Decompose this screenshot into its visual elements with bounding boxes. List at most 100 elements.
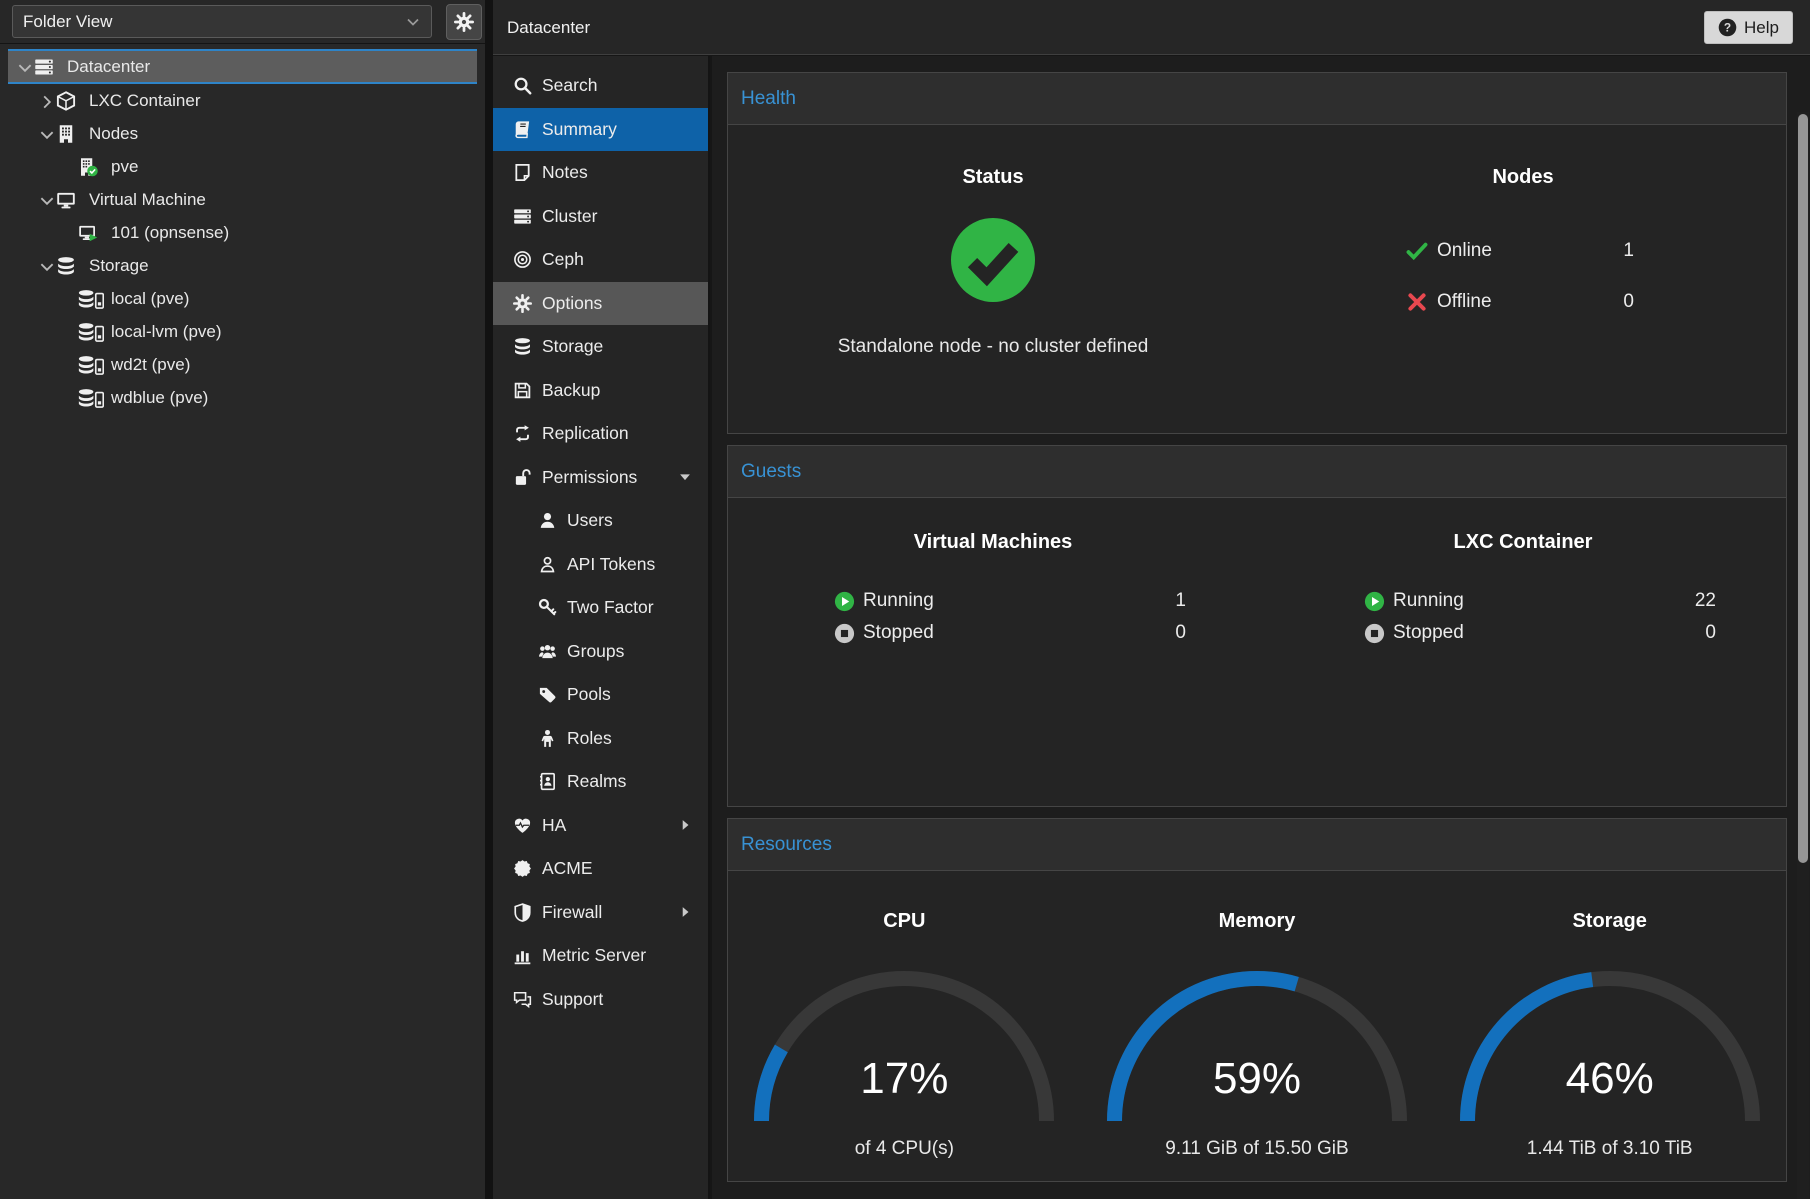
- status-message: Standalone node - no cluster defined: [837, 336, 1149, 357]
- tree-expander-down[interactable]: [38, 192, 56, 208]
- node-status-value: 1: [1623, 240, 1634, 261]
- menu-item-permissions[interactable]: Permissions: [493, 456, 708, 500]
- menu-item-ha[interactable]: HA: [493, 804, 708, 848]
- tree-item-label: wdblue (pve): [111, 387, 209, 407]
- chart-bar-icon: [513, 946, 533, 965]
- storage-disk-icon: [78, 388, 105, 408]
- monitor-icon: [56, 190, 76, 210]
- chevron-down-icon: [405, 14, 421, 30]
- tree-expander-down[interactable]: [38, 126, 56, 142]
- tree-item-wd2t-pve[interactable]: wd2t (pve): [8, 348, 477, 381]
- menu-item-notes[interactable]: Notes: [493, 151, 708, 195]
- tree-settings-button[interactable]: [446, 4, 482, 40]
- view-mode-select[interactable]: Folder View: [12, 5, 432, 38]
- node-status-row-offline: Offline 0: [1406, 285, 1634, 319]
- tree-item-101-opnsense[interactable]: 101 (opnsense): [8, 216, 477, 249]
- stopped-icon: [834, 623, 855, 644]
- expander-spacer: [60, 324, 78, 340]
- tree-item-virtual-machine[interactable]: Virtual Machine: [8, 183, 477, 216]
- nodes-status-column: Nodes Online 1 Offline 0: [1258, 126, 1788, 336]
- menu-item-label: Users: [567, 510, 613, 531]
- chevron-down-icon: [38, 258, 56, 276]
- menu-item-options[interactable]: Options: [493, 281, 708, 325]
- guest-column-lxc-container: LXC Container Running 22 Stopped 0: [1258, 499, 1788, 649]
- tree-item-local-pve[interactable]: local (pve): [8, 282, 477, 315]
- chevron-down-icon: [38, 126, 56, 144]
- server-stack-icon: [34, 57, 54, 77]
- guest-rows: Running 1 Stopped 0: [834, 585, 1186, 649]
- status-heading: Status: [962, 166, 1024, 188]
- menu-item-storage[interactable]: Storage: [493, 325, 708, 369]
- menu-item-groups[interactable]: Groups: [493, 630, 708, 674]
- menu-item-support[interactable]: Support: [493, 978, 708, 1022]
- tree-item-label: Storage: [89, 255, 149, 275]
- menu-item-realms[interactable]: Realms: [493, 760, 708, 804]
- menu-item-two-factor[interactable]: Two Factor: [493, 586, 708, 630]
- user-outline-icon: [538, 555, 558, 574]
- tree-item-label: local-lvm (pve): [111, 321, 222, 341]
- tree-expander-down[interactable]: [38, 258, 56, 274]
- summary-content: Health Status Standalone node - no clust…: [712, 56, 1810, 1199]
- tree-expander-down[interactable]: [16, 59, 34, 75]
- tree-item-wdblue-pve[interactable]: wdblue (pve): [8, 381, 477, 414]
- menu-item-firewall[interactable]: Firewall: [493, 891, 708, 935]
- menu-item-label: Search: [542, 75, 598, 96]
- gauge-percent-value: 59%: [1212, 1054, 1302, 1103]
- tree-expander-right[interactable]: [38, 93, 56, 109]
- triangle-right-icon: [678, 905, 692, 919]
- menu-item-summary[interactable]: Summary: [493, 107, 708, 151]
- cube-icon: [56, 90, 76, 111]
- menu-item-search[interactable]: Search: [493, 64, 708, 108]
- tree-item-local-lvm-pve[interactable]: local-lvm (pve): [8, 315, 477, 348]
- guest-status-label: Stopped: [1393, 622, 1464, 643]
- menu-item-metric-server[interactable]: Metric Server: [493, 934, 708, 978]
- tree-item-nodes[interactable]: Nodes: [8, 117, 477, 150]
- menu-item-backup[interactable]: Backup: [493, 369, 708, 413]
- tag-icon: [538, 685, 558, 704]
- expander-spacer: [60, 159, 78, 175]
- menu-item-acme[interactable]: ACME: [493, 847, 708, 891]
- help-button[interactable]: ? Help: [1704, 11, 1793, 44]
- gauge-column-memory: Memory 59% 9.11 GiB of 15.50 GiB: [1081, 872, 1434, 1162]
- menu-item-replication[interactable]: Replication: [493, 412, 708, 456]
- tree-item-datacenter[interactable]: Datacenter: [8, 49, 477, 84]
- menu-item-users[interactable]: Users: [493, 499, 708, 543]
- gauge-percent-value: 46%: [1565, 1054, 1654, 1103]
- tree-item-pve[interactable]: pve: [8, 150, 477, 183]
- menu-item-label: Storage: [542, 336, 604, 357]
- chevron-down-icon: [38, 192, 56, 210]
- tree-item-lxc-container[interactable]: LXC Container: [8, 84, 477, 117]
- stopped-icon: [1364, 623, 1385, 644]
- floppy-icon: [513, 381, 533, 400]
- storage-usage-gauge: 46%: [1459, 964, 1760, 1130]
- menu-item-ceph[interactable]: Ceph: [493, 238, 708, 282]
- resources-panel: Resources CPU 17% of 4 CPU(s) Memory 59% 9.11…: [727, 818, 1787, 1182]
- menu-item-label: Firewall: [542, 901, 603, 922]
- guest-status-value: 0: [1705, 622, 1716, 643]
- tree-item-storage[interactable]: Storage: [8, 249, 477, 282]
- resource-tree: Datacenter LXC Container Nodes pve Virtual M…: [0, 44, 485, 414]
- question-circle-icon: ?: [1718, 18, 1737, 37]
- menu-item-cluster[interactable]: Cluster: [493, 195, 708, 239]
- guests-panel-title: Guests: [741, 460, 802, 482]
- tree-toolbar: Folder View: [0, 0, 485, 44]
- vertical-scrollbar[interactable]: [1797, 112, 1809, 1199]
- nodes-rows: Online 1 Offline 0: [1406, 234, 1634, 319]
- tree-item-label: wd2t (pve): [111, 354, 191, 374]
- check-icon: [1406, 240, 1428, 262]
- view-mode-value: Folder View: [23, 11, 113, 31]
- guest-status-value: 22: [1694, 590, 1716, 611]
- guest-status-row-stopped: Stopped 0: [834, 617, 1186, 649]
- page-title: Datacenter: [507, 17, 591, 37]
- replication-icon: [513, 424, 533, 443]
- expander-spacer: [60, 291, 78, 307]
- gear-icon: [454, 12, 474, 32]
- health-panel-header: Health: [728, 73, 1786, 125]
- scrollbar-thumb[interactable]: [1798, 114, 1808, 863]
- menu-item-roles[interactable]: Roles: [493, 717, 708, 761]
- menu-item-pools[interactable]: Pools: [493, 673, 708, 717]
- panel-splitter[interactable]: [485, 0, 493, 1199]
- building-icon: [56, 124, 76, 144]
- menu-item-api-tokens[interactable]: API Tokens: [493, 543, 708, 587]
